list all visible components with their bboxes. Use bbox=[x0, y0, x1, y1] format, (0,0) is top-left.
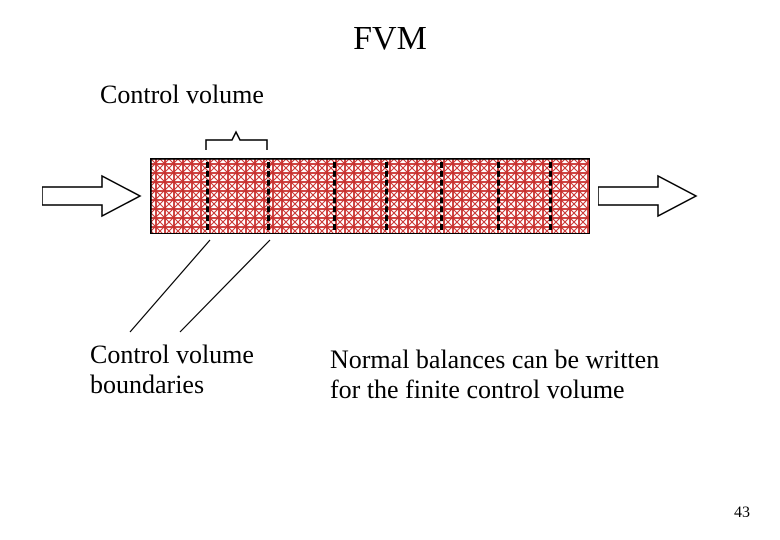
pointer-line bbox=[0, 0, 780, 540]
label-boundaries: Control volume boundaries bbox=[90, 340, 254, 400]
label-balances: Normal balances can be written for the f… bbox=[330, 345, 659, 405]
label-balances-line2: for the finite control volume bbox=[330, 375, 625, 404]
page-number: 43 bbox=[734, 504, 750, 522]
label-balances-line1: Normal balances can be written bbox=[330, 345, 659, 374]
label-boundaries-line1: Control volume bbox=[90, 340, 254, 369]
label-boundaries-line2: boundaries bbox=[90, 370, 204, 399]
